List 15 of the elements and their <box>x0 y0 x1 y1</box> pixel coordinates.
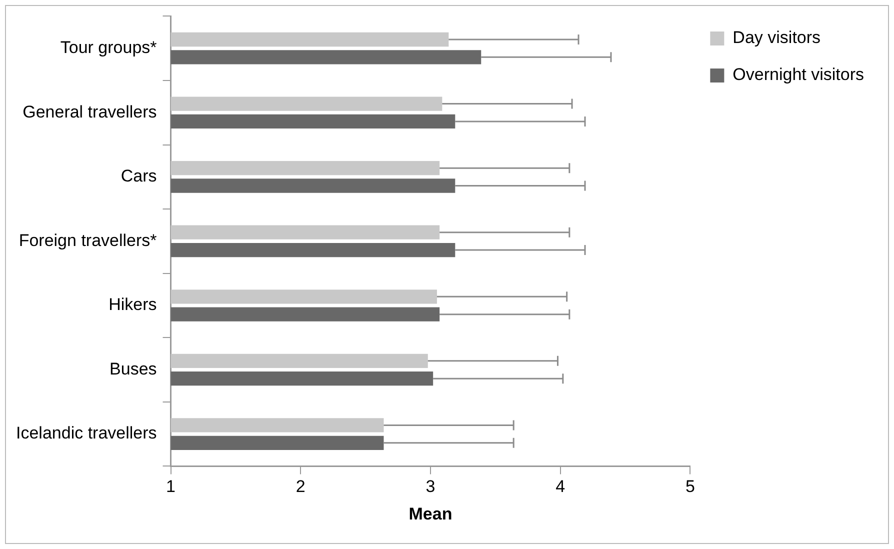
x-tick-label: 5 <box>685 477 695 496</box>
x-tick-label: 3 <box>426 477 436 496</box>
x-tick-label: 2 <box>296 477 306 496</box>
y-tick-label: Buses <box>110 359 157 378</box>
x-tick-label: 1 <box>166 477 176 496</box>
x-tick-label: 4 <box>556 477 566 496</box>
y-tick-label: Tour groups* <box>60 38 158 58</box>
y-tick-label: General travellers <box>22 102 157 122</box>
y-tick-label: Icelandic travellers <box>16 424 157 443</box>
legend-label: Overnight visitors <box>732 65 864 84</box>
y-tick-label: Cars <box>120 166 157 186</box>
y-tick-label: Hikers <box>108 295 157 314</box>
y-tick-label: Foreign travellers* <box>18 230 158 250</box>
legend-label: Day visitors <box>732 28 821 48</box>
x-axis-title: Mean <box>408 504 452 524</box>
